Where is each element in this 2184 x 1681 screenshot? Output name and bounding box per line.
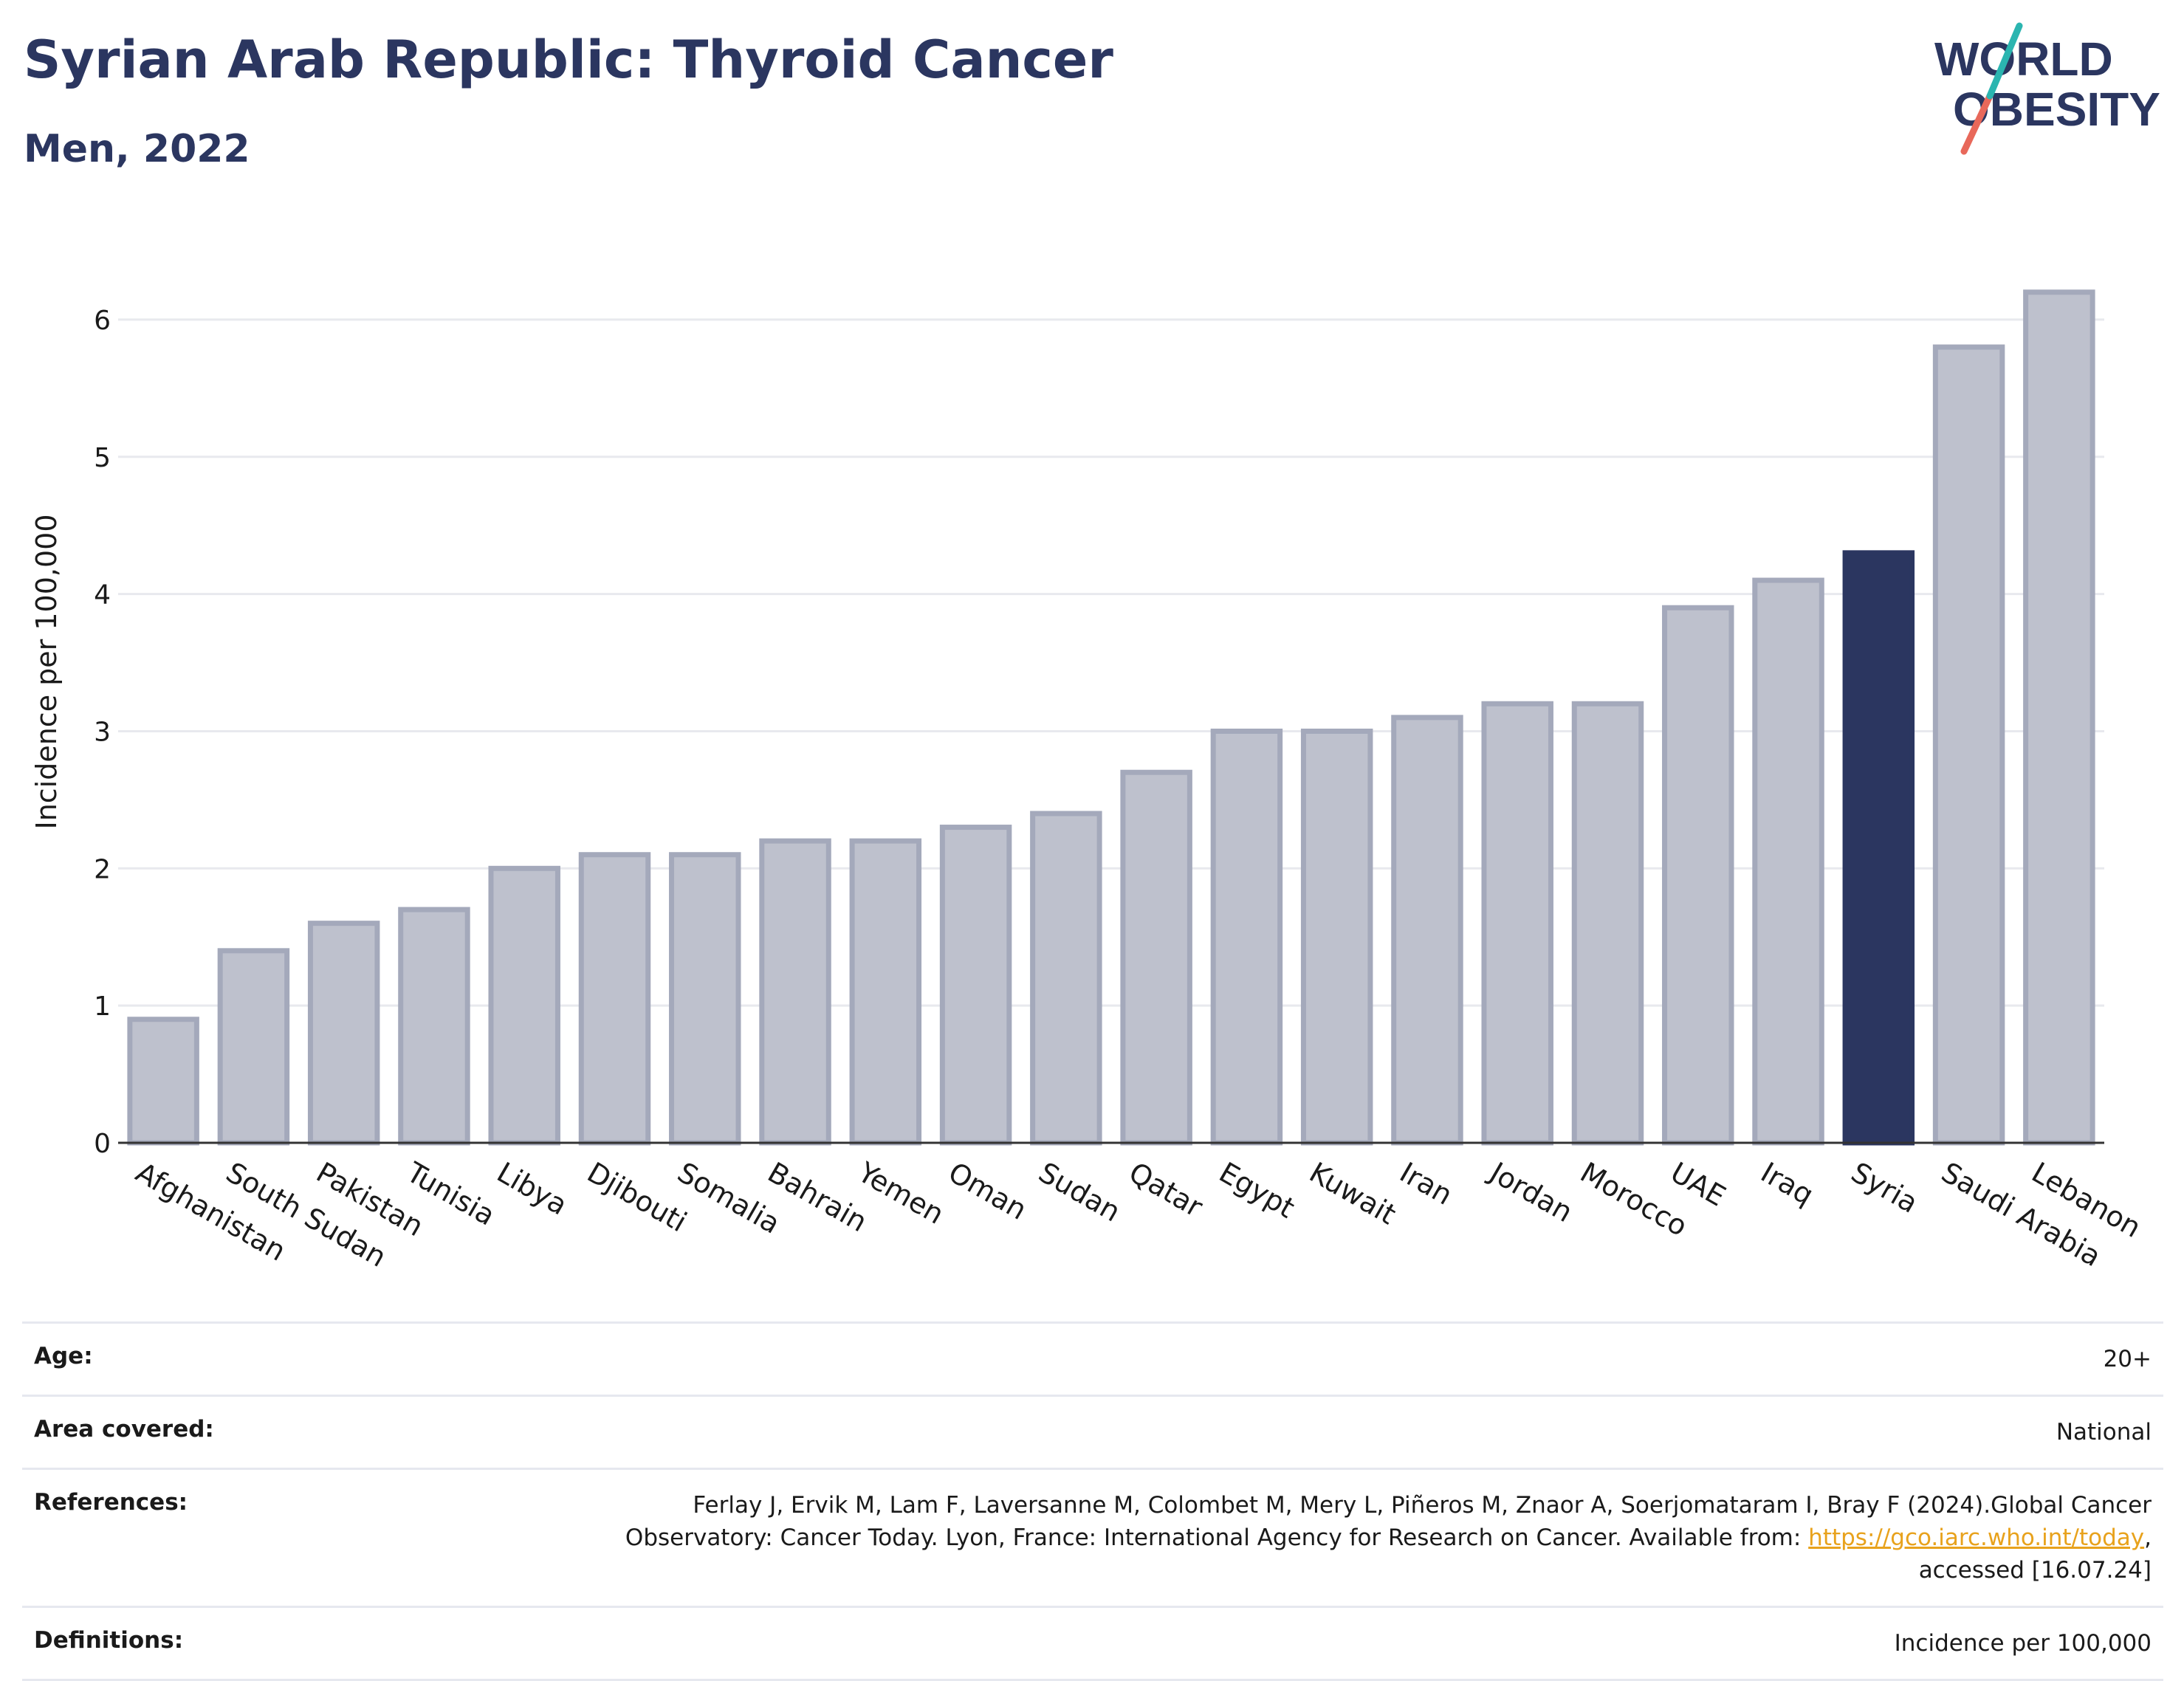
references-value: Ferlay J, Ervik M, Lam F, Laversanne M, … bbox=[625, 1489, 2152, 1587]
bar-yemen bbox=[849, 838, 922, 1146]
bar-bahrain bbox=[759, 838, 831, 1146]
page-subtitle: Men, 2022 bbox=[24, 127, 250, 171]
x-tick-label: Somalia bbox=[672, 1156, 786, 1240]
bar-uae bbox=[1662, 605, 1734, 1146]
area-value: National bbox=[2056, 1419, 2152, 1445]
bar-qatar bbox=[1120, 769, 1192, 1146]
bar-iraq bbox=[1752, 577, 1824, 1146]
bar-oman bbox=[939, 825, 1012, 1146]
age-value: 20+ bbox=[2103, 1346, 2152, 1372]
logo-slash-teal bbox=[1986, 22, 2023, 100]
bar-saudi-arabia bbox=[1932, 344, 2005, 1146]
y-axis-label: Incidence per 100,000 bbox=[30, 514, 63, 829]
bar-morocco bbox=[1571, 701, 1644, 1146]
y-tick-labels: 0 1 2 3 4 5 6 bbox=[94, 306, 111, 1159]
bar-lebanon bbox=[2023, 289, 2095, 1146]
bar-south-sudan bbox=[217, 948, 290, 1146]
bar-iran bbox=[1391, 715, 1463, 1146]
references-line-2-suffix: , bbox=[2144, 1524, 2152, 1551]
bar-somalia bbox=[669, 852, 741, 1146]
logo-slash-red bbox=[1960, 92, 1994, 155]
references-line-2-prefix: Observatory: Cancer Today. Lyon, France:… bbox=[625, 1524, 1809, 1551]
references-link[interactable]: https://gco.iarc.who.int/today bbox=[1808, 1524, 2145, 1551]
bar-kuwait bbox=[1300, 728, 1373, 1146]
world-obesity-logo: WORLD OBESITY bbox=[1934, 22, 2160, 155]
bar-tunisia bbox=[398, 907, 470, 1146]
bar-sudan bbox=[1030, 811, 1102, 1146]
references-line-1: Ferlay J, Ervik M, Lam F, Laversanne M, … bbox=[693, 1492, 2152, 1519]
meta-row-references: References: Ferlay J, Ervik M, Lam F, La… bbox=[22, 1468, 2163, 1606]
y-tick-label: 3 bbox=[94, 717, 111, 747]
y-tick-label: 0 bbox=[94, 1129, 111, 1159]
meta-row-area: Area covered: National bbox=[22, 1395, 2163, 1468]
area-label: Area covered: bbox=[34, 1416, 214, 1443]
x-tick-label: Iraq bbox=[1756, 1156, 1819, 1211]
page-title: Syrian Arab Republic: Thyroid Cancer bbox=[24, 30, 1113, 90]
x-tick-label: Jordan bbox=[1483, 1155, 1578, 1229]
bar-djibouti bbox=[578, 852, 651, 1146]
references-line-3: accessed [16.07.24] bbox=[1918, 1557, 2152, 1584]
x-tick-label: Sudan bbox=[1033, 1156, 1126, 1228]
x-tick-label: Bahrain bbox=[763, 1156, 873, 1239]
x-tick-label: Libya bbox=[492, 1156, 573, 1222]
y-tick-label: 6 bbox=[94, 306, 111, 336]
x-tick-label: Qatar bbox=[1124, 1156, 1209, 1224]
meta-row-definitions: Definitions: Incidence per 100,000 bbox=[22, 1606, 2163, 1681]
x-tick-label: Kuwait bbox=[1304, 1156, 1401, 1231]
x-tick-label: Syria bbox=[1846, 1156, 1923, 1220]
bar-libya bbox=[488, 865, 560, 1146]
metadata-table: Age: 20+ Area covered: National Referenc… bbox=[22, 1321, 2163, 1681]
x-tick-label: Oman bbox=[943, 1156, 1032, 1226]
bar-syria bbox=[1842, 550, 1915, 1146]
logo-text-obesity: OBESITY bbox=[1953, 83, 2160, 136]
bars bbox=[127, 289, 2095, 1146]
y-tick-label: 5 bbox=[94, 443, 111, 473]
bar-jordan bbox=[1481, 701, 1553, 1146]
references-label: References: bbox=[34, 1489, 188, 1516]
x-tick-label: Egypt bbox=[1214, 1156, 1300, 1225]
bar-pakistan bbox=[307, 921, 380, 1146]
definitions-label: Definitions: bbox=[34, 1627, 184, 1654]
x-tick-label: Djibouti bbox=[582, 1156, 693, 1239]
x-tick-label: Iran bbox=[1394, 1156, 1457, 1211]
bar-afghanistan bbox=[127, 1017, 199, 1146]
age-label: Age: bbox=[34, 1343, 93, 1369]
y-tick-label: 2 bbox=[94, 854, 111, 884]
logo-text-world: WORLD bbox=[1934, 32, 2113, 86]
bar-egypt bbox=[1210, 728, 1283, 1146]
y-tick-label: 1 bbox=[94, 991, 111, 1022]
meta-row-age: Age: 20+ bbox=[22, 1321, 2163, 1395]
y-tick-label: 4 bbox=[94, 580, 111, 611]
definitions-value: Incidence per 100,000 bbox=[1894, 1630, 2152, 1657]
